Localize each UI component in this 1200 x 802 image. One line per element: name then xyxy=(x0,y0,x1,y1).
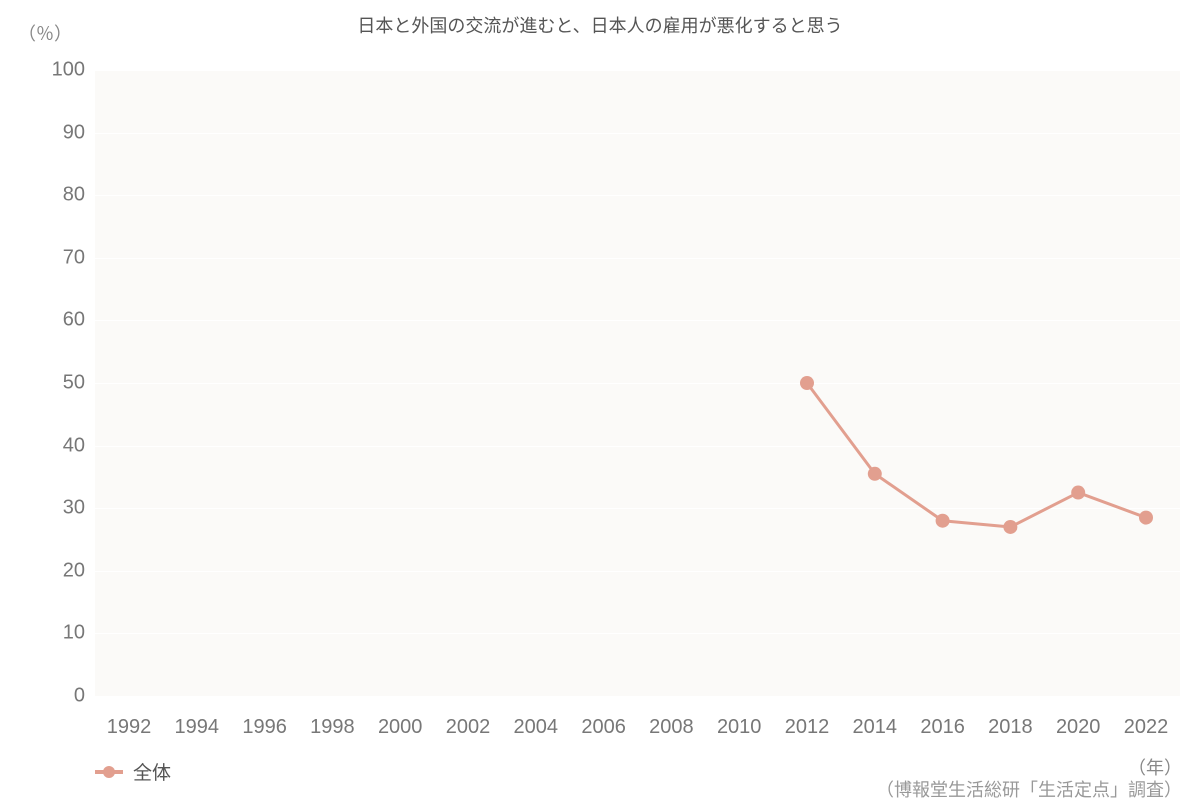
legend-swatch xyxy=(95,770,123,774)
x-tick-label: 2014 xyxy=(853,716,898,739)
x-tick-label: 1996 xyxy=(242,716,287,739)
x-tick-label: 1994 xyxy=(175,716,220,739)
legend: 全体 xyxy=(95,758,171,785)
data-point xyxy=(936,514,950,528)
source-citation: （博報堂生活総研「生活定点」調査） xyxy=(876,776,1182,802)
data-point xyxy=(1003,520,1017,534)
y-tick-label: 80 xyxy=(25,184,85,207)
y-tick-label: 100 xyxy=(25,59,85,82)
x-tick-label: 2012 xyxy=(785,716,830,739)
y-tick-label: 20 xyxy=(25,559,85,582)
data-point xyxy=(868,467,882,481)
chart-title: 日本と外国の交流が進むと、日本人の雇用が悪化すると思う xyxy=(0,12,1200,38)
x-tick-label: 2018 xyxy=(988,716,1033,739)
x-tick-label: 1998 xyxy=(310,716,355,739)
series-layer xyxy=(95,70,1180,696)
x-tick-label: 1992 xyxy=(107,716,152,739)
x-tick-label: 2020 xyxy=(1056,716,1101,739)
plot-area xyxy=(95,70,1180,696)
y-tick-label: 10 xyxy=(25,622,85,645)
data-point xyxy=(1071,486,1085,500)
y-tick-label: 70 xyxy=(25,246,85,269)
x-tick-label: 2004 xyxy=(514,716,559,739)
x-tick-label: 2010 xyxy=(717,716,762,739)
y-tick-label: 60 xyxy=(25,309,85,332)
x-tick-label: 2006 xyxy=(581,716,626,739)
legend-label: 全体 xyxy=(133,758,171,785)
y-tick-label: 40 xyxy=(25,434,85,457)
y-tick-label: 90 xyxy=(25,121,85,144)
y-tick-label: 0 xyxy=(25,685,85,708)
y-tick-label: 50 xyxy=(25,372,85,395)
y-axis-unit: （％） xyxy=(18,20,72,46)
x-tick-label: 2016 xyxy=(920,716,965,739)
series-line xyxy=(807,383,1146,527)
x-tick-label: 2000 xyxy=(378,716,423,739)
y-tick-label: 30 xyxy=(25,497,85,520)
x-tick-label: 2022 xyxy=(1124,716,1169,739)
x-tick-label: 2008 xyxy=(649,716,694,739)
data-point xyxy=(1139,511,1153,525)
data-point xyxy=(800,376,814,390)
x-tick-label: 2002 xyxy=(446,716,491,739)
